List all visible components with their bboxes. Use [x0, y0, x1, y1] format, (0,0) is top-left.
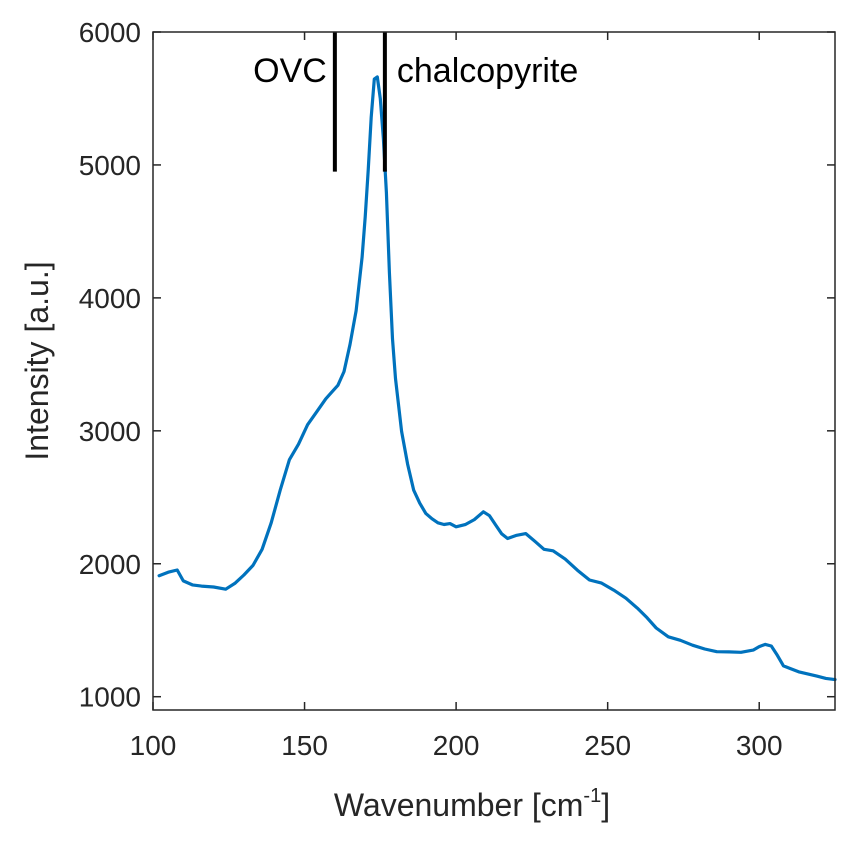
axes-box [152, 31, 836, 711]
x-tick-label: 150 [281, 730, 328, 761]
plot-area [153, 32, 835, 710]
annotation-label: OVC [253, 52, 327, 90]
x-axis-label: Wavenumber [cm-1] [334, 785, 610, 823]
y-tick-label: 5000 [79, 150, 141, 181]
y-tick-label: 1000 [79, 682, 141, 713]
annotation-label: chalcopyrite [397, 52, 578, 90]
x-tick-label: 100 [130, 730, 177, 761]
y-tick-label: 2000 [79, 549, 141, 580]
x-axis-label-main: Wavenumber [cm [334, 787, 584, 823]
y-tick-label: 3000 [79, 416, 141, 447]
y-tick-label: 6000 [79, 17, 141, 48]
x-axis-label-superscript: -1 [583, 785, 601, 807]
tick-labels: 100 150 200 250 300 1000 2000 3000 4000 5000 6000 [79, 17, 783, 761]
x-tick-label: 250 [584, 730, 631, 761]
x-axis-label-end: ] [601, 787, 610, 823]
y-axis-label: Intensity [a.u.] [19, 261, 55, 460]
peak-annotations: OVC chalcopyrite [253, 32, 578, 172]
x-tick-label: 200 [433, 730, 480, 761]
x-tick-label: 300 [736, 730, 783, 761]
spectrum-line [157, 75, 837, 682]
y-tick-label: 4000 [79, 283, 141, 314]
